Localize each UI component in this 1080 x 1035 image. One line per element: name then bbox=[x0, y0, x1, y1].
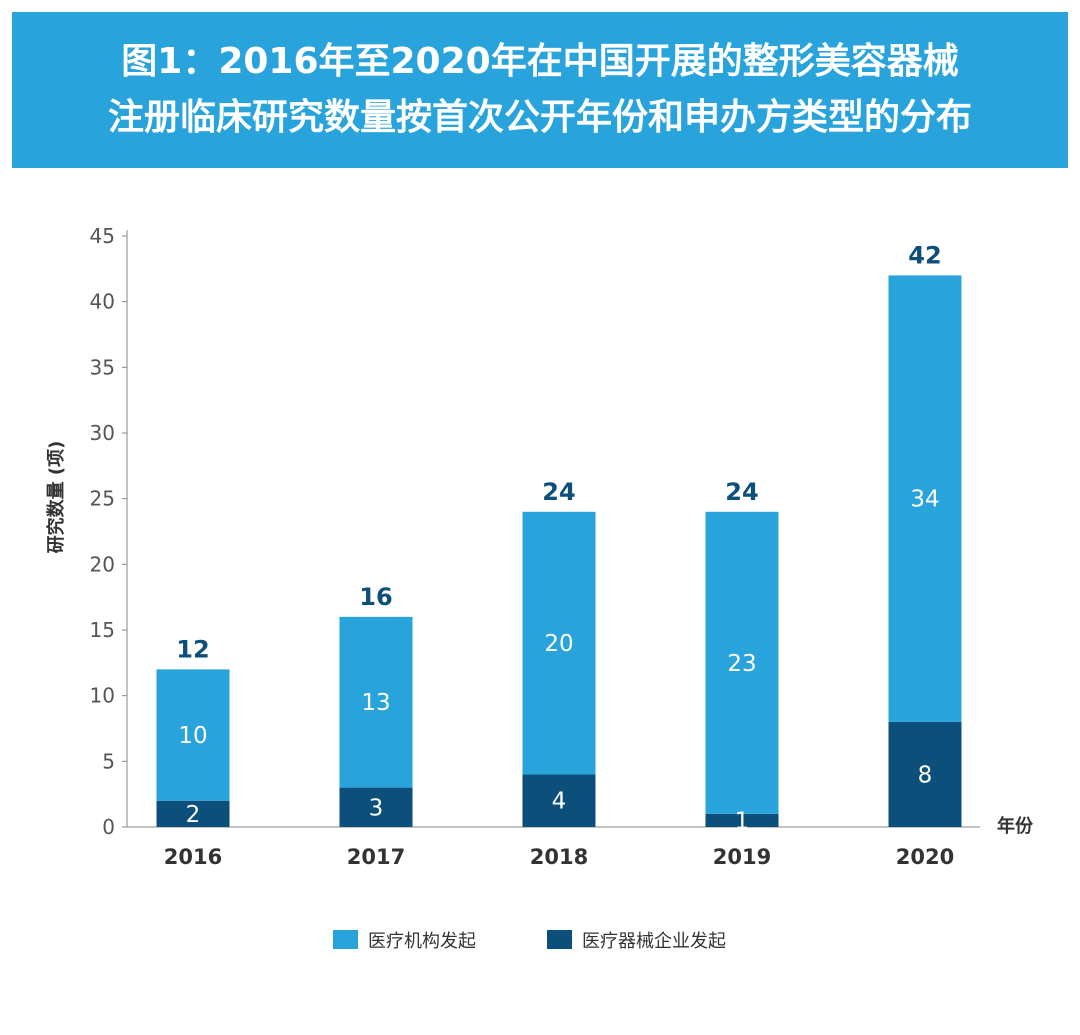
bar-institution-2020 bbox=[888, 275, 962, 722]
y-tick-label: 0 bbox=[102, 815, 115, 839]
title-line-1: 图1：2016年至2020年在中国开展的整形美容器械 bbox=[121, 41, 959, 82]
label-enterprise-2018: 4 bbox=[552, 789, 567, 815]
total-label-2020: 42 bbox=[908, 241, 941, 269]
bar-institution-2017 bbox=[339, 616, 413, 788]
label-enterprise-2019: 1 bbox=[735, 808, 750, 834]
total-label-2018: 24 bbox=[542, 478, 575, 506]
y-tick-label: 20 bbox=[90, 552, 115, 576]
bar-institution-2018 bbox=[522, 511, 596, 775]
legend-label-enterprise: 医疗器械企业发起 bbox=[582, 931, 726, 952]
bar-enterprise-2016 bbox=[156, 800, 230, 827]
total-label-2019: 24 bbox=[725, 478, 758, 506]
legend-swatch-institution bbox=[333, 930, 358, 949]
x-tick-label: 2019 bbox=[713, 845, 771, 869]
bar-enterprise-2017 bbox=[339, 787, 413, 827]
y-tick-label: 15 bbox=[90, 618, 115, 642]
total-label-2016: 12 bbox=[176, 635, 209, 663]
bar-enterprise-2020 bbox=[888, 721, 962, 827]
label-institution-2017: 13 bbox=[361, 690, 390, 716]
legend-swatch-enterprise bbox=[547, 930, 572, 949]
total-label-2017: 16 bbox=[359, 583, 392, 611]
legend-label-institution: 医疗机构发起 bbox=[368, 931, 476, 952]
y-tick-label: 35 bbox=[90, 355, 115, 379]
bar-enterprise-2018 bbox=[522, 774, 596, 827]
title-banner: 图1：2016年至2020年在中国开展的整形美容器械 注册临床研究数量按首次公开… bbox=[12, 12, 1068, 168]
label-enterprise-2017: 3 bbox=[369, 795, 384, 821]
x-tick-label: 2020 bbox=[896, 845, 954, 869]
x-tick-label: 2018 bbox=[530, 845, 588, 869]
y-axis-label: 研究数量 (项) bbox=[45, 441, 67, 554]
y-tick-label: 40 bbox=[90, 290, 115, 314]
title-line-2: 注册临床研究数量按首次公开年份和申办方类型的分布 bbox=[107, 97, 972, 138]
y-tick-label: 10 bbox=[90, 684, 115, 708]
label-enterprise-2016: 2 bbox=[186, 802, 201, 828]
y-tick-label: 25 bbox=[90, 487, 115, 511]
label-institution-2019: 23 bbox=[727, 651, 756, 677]
y-tick-label: 45 bbox=[90, 224, 115, 248]
bar-institution-2019 bbox=[705, 511, 779, 814]
bar-enterprise-2019 bbox=[705, 813, 779, 827]
y-tick-label: 5 bbox=[102, 749, 115, 773]
y-tick-label: 30 bbox=[90, 421, 115, 445]
label-institution-2016: 10 bbox=[178, 723, 207, 749]
x-axis-label: 年份 bbox=[997, 815, 1034, 837]
bar-institution-2016 bbox=[156, 669, 230, 801]
label-institution-2018: 20 bbox=[544, 631, 573, 657]
label-enterprise-2020: 8 bbox=[918, 762, 933, 788]
label-institution-2020: 34 bbox=[910, 487, 939, 513]
x-tick-label: 2016 bbox=[164, 845, 222, 869]
x-tick-label: 2017 bbox=[347, 845, 405, 869]
